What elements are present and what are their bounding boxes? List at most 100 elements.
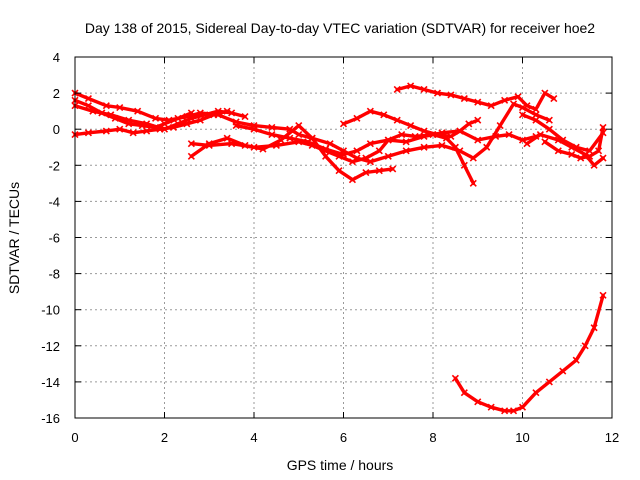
data-point (541, 89, 549, 97)
data-point (451, 374, 459, 382)
series-track-13 (541, 123, 607, 162)
y-tick-label: 2 (53, 86, 60, 101)
data-point (460, 389, 468, 397)
series-line (73, 91, 372, 164)
data-point (348, 158, 357, 166)
data-point (107, 111, 115, 119)
data-point (465, 120, 473, 128)
x-tick-label: 10 (515, 430, 529, 445)
data-point (339, 150, 348, 159)
data-point (375, 167, 383, 175)
data-point (84, 129, 92, 137)
data-point (223, 107, 231, 115)
data-point (474, 98, 482, 106)
data-point (339, 120, 348, 128)
data-point (456, 127, 464, 135)
x-tick-label: 0 (71, 430, 78, 445)
data-point (407, 82, 415, 90)
data-point (210, 111, 218, 119)
data-point (407, 122, 415, 130)
x-tick-label: 8 (429, 430, 436, 445)
data-point (536, 131, 544, 139)
axis-ticks (74, 56, 613, 419)
data-point (433, 89, 442, 97)
data-point (509, 100, 518, 108)
data-point (568, 150, 576, 159)
y-axis-label: SDTVAR / TECUs (6, 182, 22, 294)
data-point (353, 147, 361, 155)
data-point (353, 114, 361, 122)
series-line (520, 113, 605, 153)
data-point (116, 125, 124, 133)
data-point (134, 107, 142, 115)
data-point (460, 94, 468, 103)
y-tick-labels: 4 2 0 -2 -4 -6 -8 -10 -12 -14 -16 (41, 50, 60, 426)
x-tick-label: 2 (161, 430, 168, 445)
data-point (438, 141, 446, 150)
data-point (554, 147, 562, 155)
data-point (232, 122, 240, 130)
x-tick-labels: 0 2 4 6 8 10 12 (71, 430, 619, 445)
data-point (228, 109, 236, 117)
series-track-10 (393, 82, 558, 113)
data-point (250, 143, 258, 151)
data-point (433, 131, 442, 139)
data-point (366, 140, 374, 148)
data-point (460, 161, 468, 169)
data-point (129, 129, 137, 137)
data-point (398, 131, 406, 139)
data-point (366, 158, 374, 166)
data-point (420, 127, 428, 135)
data-point (187, 109, 195, 117)
data-point (143, 120, 151, 128)
data-point (590, 324, 598, 332)
data-point (205, 141, 213, 150)
data-point (84, 94, 92, 103)
data-point (518, 111, 527, 119)
data-point (143, 127, 151, 135)
y-tick-label: -10 (41, 303, 60, 318)
data-point (156, 125, 164, 133)
data-point (469, 179, 477, 187)
data-point (469, 154, 477, 162)
y-tick-label: 0 (53, 122, 60, 137)
series-layer (71, 82, 607, 415)
data-point (389, 165, 397, 173)
data-point (599, 291, 607, 299)
data-point (228, 140, 236, 148)
data-point (447, 91, 455, 99)
data-point (509, 407, 518, 415)
grid (75, 57, 612, 418)
data-point (474, 398, 482, 406)
data-point (572, 356, 580, 364)
data-point (272, 141, 280, 150)
data-point (532, 116, 540, 124)
series-line (189, 132, 475, 186)
data-point (362, 168, 370, 177)
data-point (250, 125, 258, 133)
data-point (505, 131, 513, 139)
data-point (550, 94, 558, 103)
data-point (335, 167, 343, 175)
data-point (532, 105, 540, 113)
data-point (590, 161, 598, 169)
data-point (268, 123, 276, 131)
data-point (295, 131, 303, 139)
data-point (420, 132, 428, 140)
y-tick-label: 4 (53, 50, 60, 65)
data-point (523, 102, 531, 110)
data-point (595, 147, 603, 155)
data-point (518, 403, 527, 411)
x-tick-label: 6 (340, 430, 347, 445)
data-point (393, 85, 401, 94)
y-tick-label: -6 (48, 231, 60, 246)
data-point (402, 138, 410, 146)
data-point (545, 125, 553, 133)
y-tick-label: -2 (48, 158, 60, 173)
data-point (268, 131, 276, 139)
data-point (420, 143, 428, 151)
data-point (286, 134, 294, 142)
series-track-14 (451, 291, 607, 415)
data-point (447, 132, 455, 140)
